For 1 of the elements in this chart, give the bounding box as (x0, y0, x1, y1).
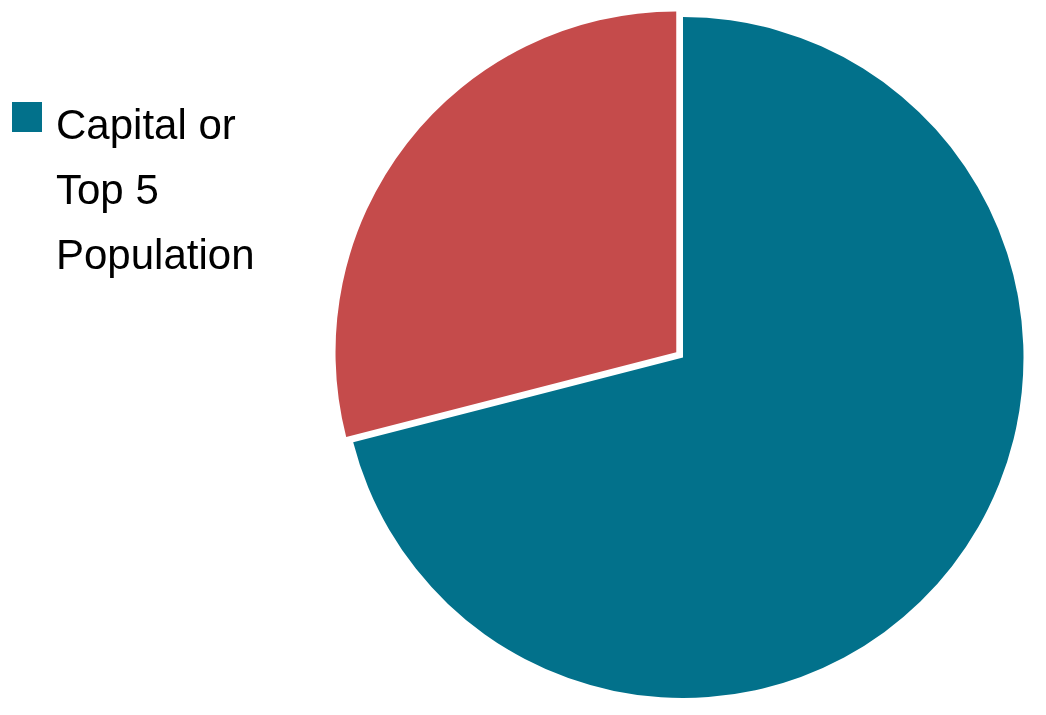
legend-label: Capital or Top 5 Population (56, 100, 256, 280)
